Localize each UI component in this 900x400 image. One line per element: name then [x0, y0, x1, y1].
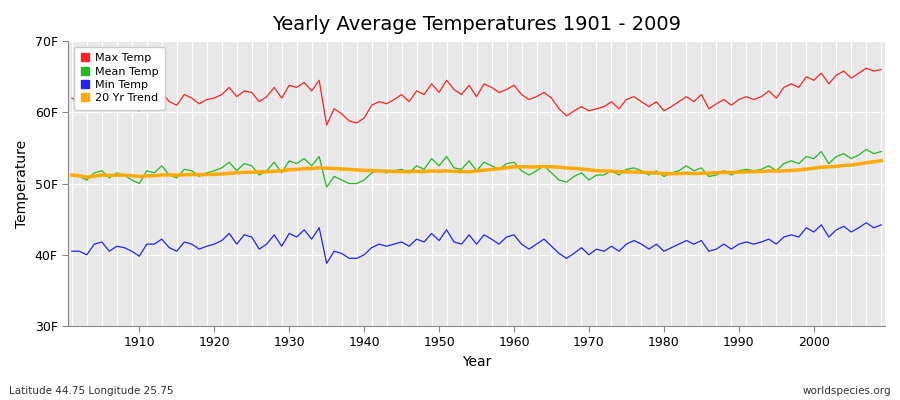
Text: Latitude 44.75 Longitude 25.75: Latitude 44.75 Longitude 25.75 — [9, 386, 174, 396]
Legend: Max Temp, Mean Temp, Min Temp, 20 Yr Trend: Max Temp, Mean Temp, Min Temp, 20 Yr Tre… — [74, 47, 165, 110]
Title: Yearly Average Temperatures 1901 - 2009: Yearly Average Temperatures 1901 - 2009 — [272, 15, 681, 34]
Y-axis label: Temperature: Temperature — [15, 140, 29, 228]
X-axis label: Year: Year — [462, 355, 491, 369]
Text: worldspecies.org: worldspecies.org — [803, 386, 891, 396]
